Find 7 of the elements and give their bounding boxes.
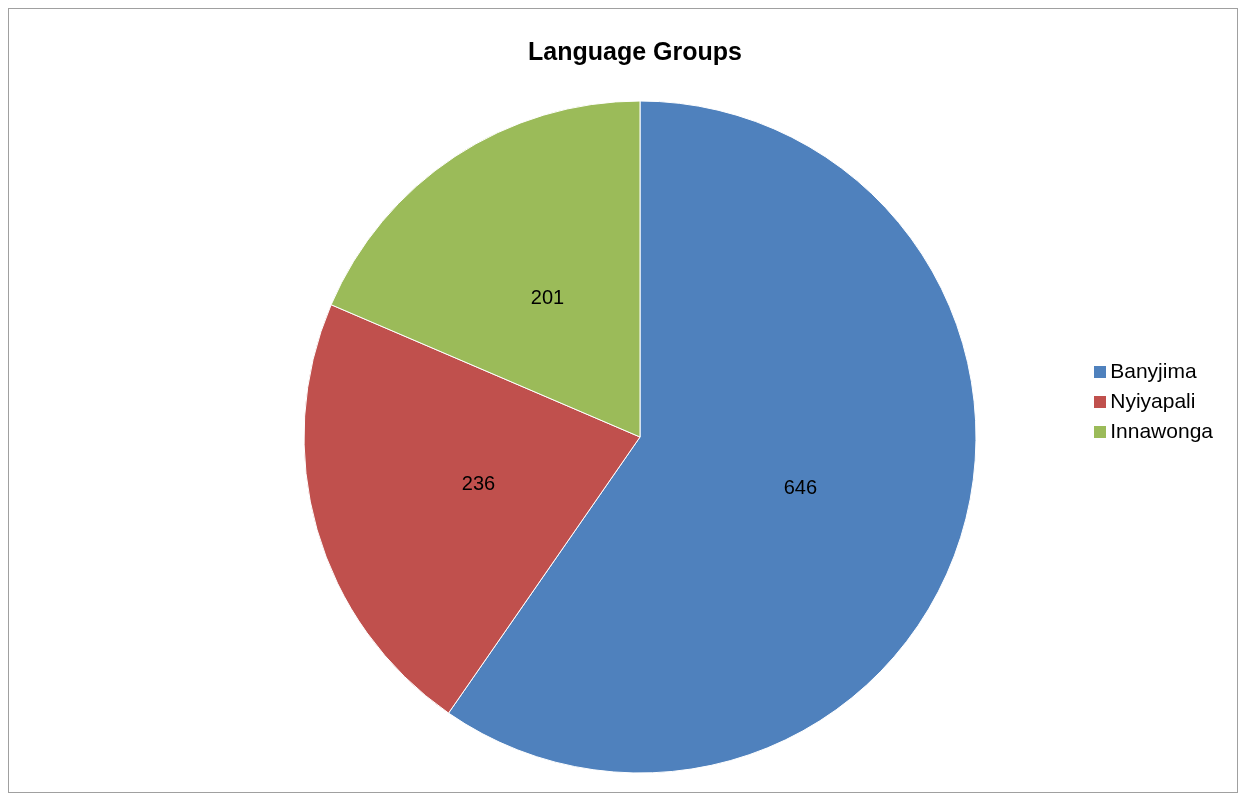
legend-label: Banyjima	[1110, 358, 1197, 382]
chart-title: Language Groups	[527, 37, 743, 66]
data-label: 201	[530, 285, 565, 308]
data-label: 646	[783, 476, 818, 499]
data-label: 236	[461, 472, 496, 495]
legend-label: Nyiyapali	[1110, 388, 1196, 412]
legend-label: Innawonga	[1110, 418, 1213, 442]
